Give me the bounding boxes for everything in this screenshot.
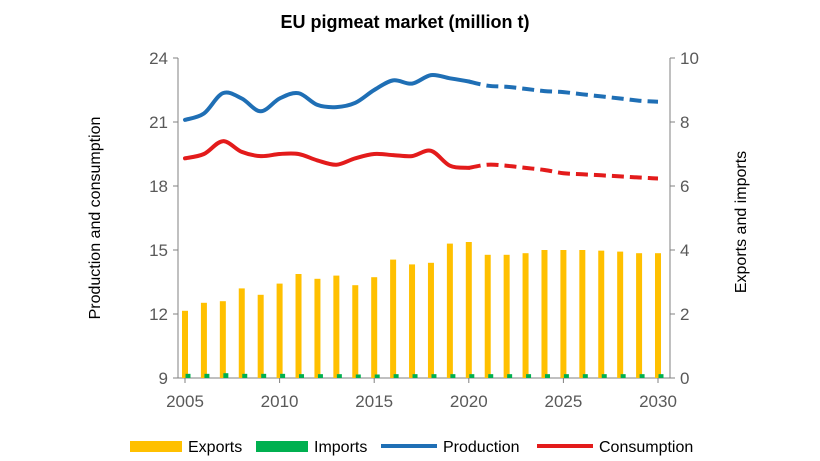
imports-bar [223, 373, 229, 378]
exports-bar [409, 264, 416, 378]
imports-bar [563, 374, 569, 378]
left-tick-label: 12 [149, 305, 168, 324]
x-tick-label: 2025 [544, 392, 582, 411]
imports-bar [393, 374, 399, 378]
exports-bar [333, 275, 340, 378]
right-tick-label: 0 [680, 369, 689, 388]
imports-bar [450, 374, 456, 378]
exports-bar [636, 253, 643, 378]
imports-bars [185, 373, 664, 378]
exports-bar [371, 277, 378, 378]
imports-bar [601, 374, 607, 378]
legend-label-exports: Exports [188, 439, 242, 456]
imports-bar [242, 373, 248, 378]
consumption-projection-line [468, 162, 659, 181]
exports-bar [522, 253, 529, 378]
exports-bar [219, 301, 226, 378]
imports-bar [507, 374, 513, 378]
exports-bar [655, 253, 661, 378]
right-tick-label: 8 [680, 113, 689, 132]
right-tick-label: 2 [680, 305, 689, 324]
exports-bar [617, 251, 624, 378]
imports-bar [317, 374, 323, 378]
imports-bar [412, 374, 418, 378]
imports-bar [582, 374, 588, 378]
exports-bar [257, 294, 264, 378]
legend-swatch-imports [256, 441, 308, 452]
exports-bar [314, 278, 321, 378]
exports-bar [465, 242, 472, 378]
exports-bar [295, 274, 302, 378]
x-tick-label: 2015 [355, 392, 393, 411]
exports-bar [182, 310, 188, 378]
series-lines [183, 72, 659, 181]
exports-bar [503, 254, 510, 378]
left-axis-label: Production and consumption [87, 117, 104, 320]
x-tick-label: 2020 [450, 392, 488, 411]
right-tick-label: 6 [680, 177, 689, 196]
imports-bar [431, 374, 437, 378]
exports-bar [238, 288, 245, 378]
exports-bar [200, 302, 207, 378]
exports-bar [427, 262, 434, 378]
exports-bar [390, 259, 397, 378]
legend: Exports Imports Production Consumption [130, 439, 693, 456]
imports-bar [336, 374, 342, 378]
consumption-line [183, 139, 471, 170]
imports-bar [280, 373, 286, 378]
right-axis-ticks: 0 2 4 6 8 10 [670, 49, 699, 388]
production-line [183, 72, 471, 122]
exports-bar [352, 285, 359, 378]
exports-bar [446, 243, 453, 378]
exports-bar [276, 283, 283, 378]
imports-bar [526, 374, 532, 378]
x-tick-label: 2030 [639, 392, 677, 411]
imports-bar [620, 374, 626, 378]
exports-bar [579, 250, 586, 378]
imports-bar [374, 374, 380, 378]
imports-bar [658, 374, 664, 378]
left-axis-ticks: 9 12 15 18 21 24 [149, 49, 178, 388]
exports-bar [560, 250, 567, 378]
imports-bar [185, 373, 191, 378]
exports-bar [598, 250, 605, 378]
left-tick-label: 21 [149, 113, 168, 132]
imports-bar [544, 374, 550, 378]
imports-bar [488, 374, 494, 378]
legend-label-production: Production [443, 439, 520, 456]
production-projection-line [468, 79, 659, 104]
chart-title: EU pigmeat market (million t) [280, 12, 529, 32]
exports-bar [484, 254, 491, 378]
x-tick-label: 2010 [261, 392, 299, 411]
imports-bar [469, 374, 475, 378]
right-tick-label: 10 [680, 49, 699, 68]
imports-bar [261, 373, 267, 378]
left-tick-label: 24 [149, 49, 168, 68]
imports-bar [204, 373, 210, 378]
legend-swatch-exports [130, 441, 182, 452]
x-tick-label: 2005 [166, 392, 204, 411]
left-tick-label: 15 [149, 241, 168, 260]
imports-bar [299, 374, 305, 378]
right-axis-label: Exports and imports [733, 151, 750, 293]
imports-bar [639, 374, 645, 378]
left-tick-label: 18 [149, 177, 168, 196]
legend-label-consumption: Consumption [599, 439, 693, 456]
exports-bars [182, 242, 661, 378]
left-tick-label: 9 [159, 369, 168, 388]
exports-bar [541, 250, 548, 378]
x-axis-ticks: 2005 2010 2015 2020 2025 2030 [166, 378, 677, 411]
right-tick-label: 4 [680, 241, 689, 260]
legend-label-imports: Imports [314, 439, 367, 456]
imports-bar [355, 374, 361, 378]
